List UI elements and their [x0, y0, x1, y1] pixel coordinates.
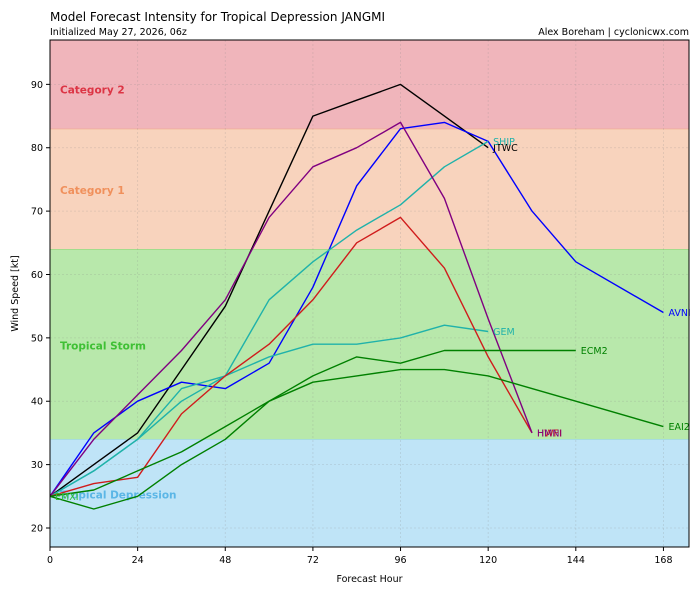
y-tick-label: 40 — [31, 397, 43, 408]
band-label-tropical-depression: Tropical Depression — [60, 489, 177, 501]
band-tropical-depression — [50, 439, 689, 547]
chart-title: Model Forecast Intensity for Tropical De… — [50, 10, 385, 24]
x-tick-label: 0 — [47, 555, 53, 566]
x-tick-label: 120 — [479, 555, 497, 566]
y-tick-label: 30 — [31, 460, 43, 471]
x-tick-label: 144 — [567, 555, 585, 566]
x-tick-label: 96 — [394, 555, 406, 566]
y-tick-label: 90 — [31, 80, 43, 91]
y-tick-label: 60 — [31, 270, 43, 281]
band-label-category-2: Category 2 — [60, 84, 125, 96]
band-labels: Tropical Depression Tropical Storm Categor… — [60, 84, 177, 501]
series-line-ecm2 — [49, 349, 576, 497]
x-tick-label: 168 — [654, 555, 672, 566]
series-label-avni: AVNI — [668, 308, 690, 319]
band-tropical-storm — [50, 249, 689, 440]
y-tick-label: 50 — [31, 333, 43, 344]
y-axis-label: Wind Speed [kt] — [10, 255, 21, 331]
chart-credit: Alex Boreham | cyclonicwx.com — [538, 27, 689, 38]
y-tick-label: 80 — [31, 143, 43, 154]
series-line-jtwc — [49, 83, 489, 497]
series-label-gem: GEM — [493, 327, 515, 338]
series-label-hmni: HMNI — [537, 428, 562, 439]
band-label-category-1: Category 1 — [60, 185, 125, 197]
series-label-eai2: EAI2 — [668, 422, 689, 433]
x-tick-label: 48 — [219, 555, 231, 566]
x-axis-label: Forecast Hour — [336, 574, 402, 585]
series-line-gem — [49, 324, 489, 497]
series-label-jtwc: JTWC — [492, 143, 518, 154]
series-label-ship: SHIP — [493, 137, 515, 148]
series-line-eai2 — [49, 368, 664, 510]
band-category-1 — [50, 128, 689, 250]
band-category-2 — [50, 40, 689, 129]
x-tick-label: 72 — [307, 555, 319, 566]
series-line-avni — [49, 121, 664, 497]
grid-lines — [49, 40, 689, 547]
x-tick-label: 24 — [132, 555, 144, 566]
series-line-hwfi — [49, 216, 533, 497]
series-label-emxi: EMXI — [55, 492, 79, 503]
y-tick-label: 70 — [31, 207, 43, 218]
plot-frame — [49, 39, 690, 548]
series-label-hwfi: HWFI — [537, 428, 562, 439]
band-label-tropical-storm: Tropical Storm — [60, 340, 146, 352]
axis-ticks: 0 24 48 72 96 120 144 168 20 30 40 50 60 70 80 90 — [31, 80, 673, 566]
series-label-ecm2: ECM2 — [581, 346, 608, 357]
series-line-hmni — [49, 121, 533, 497]
chart-subtitle: Initialized May 27, 2026, 06z — [50, 27, 187, 38]
series-lines — [49, 83, 664, 510]
intensity-bands — [50, 40, 689, 547]
y-tick-label: 20 — [31, 523, 43, 534]
